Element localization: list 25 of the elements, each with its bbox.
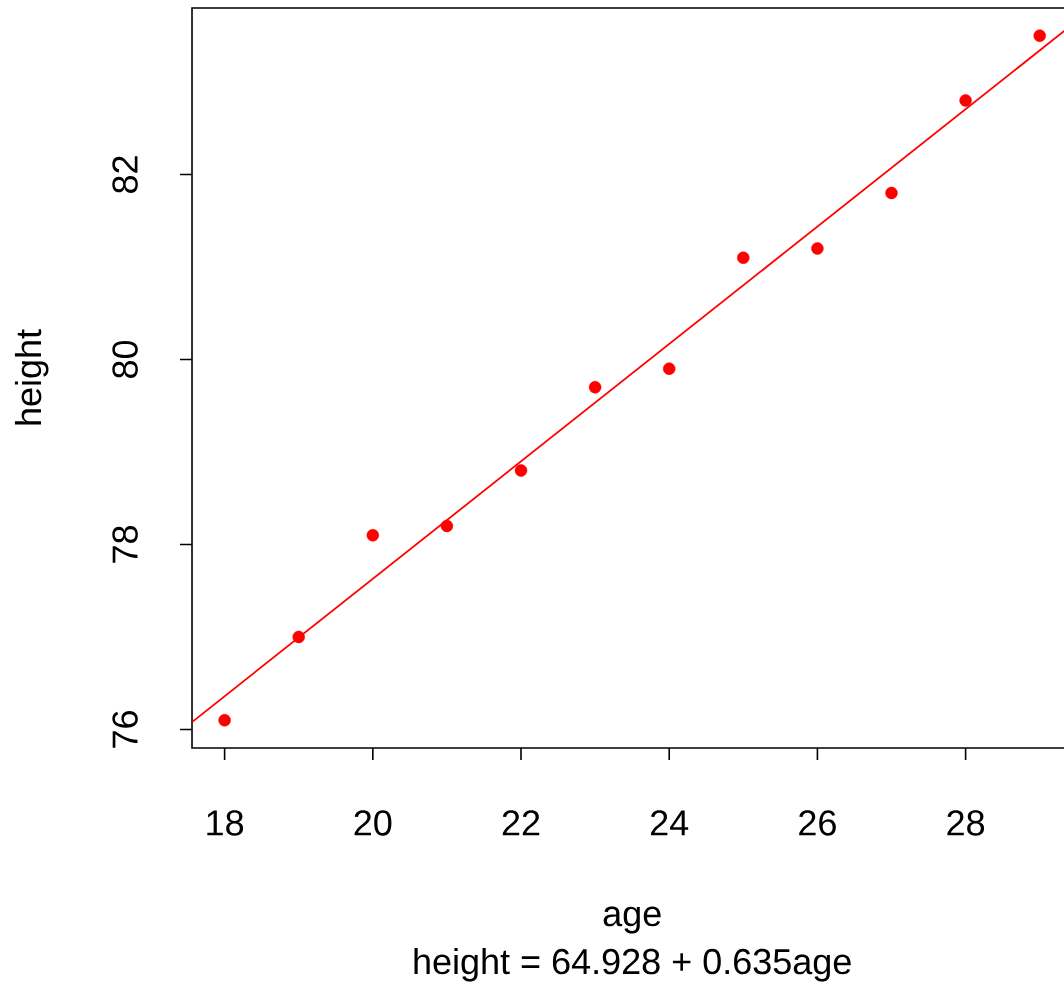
point [811,242,824,255]
point [366,529,380,542]
y-tick-label: 76 [112,711,138,748]
y-tick-label: 78 [112,526,138,563]
x-tick-label: 22 [502,810,540,836]
point [885,186,898,200]
x-tick-label: 20 [354,810,392,836]
point [218,714,231,727]
y-tick-label: 80 [112,340,138,378]
y-axis-title: height [14,329,49,425]
x-tick-label: 18 [207,810,244,836]
x-tick-label: 24 [651,810,689,836]
point [959,94,972,107]
point [440,519,454,533]
point [737,251,750,264]
point [292,630,305,644]
point [1033,29,1046,42]
x-axis-title: age [603,906,661,934]
point [588,381,602,394]
text: height = 64.928 + 0.635age [414,947,851,982]
x-tick-label: 28 [947,810,985,836]
point [514,464,528,477]
y-tick-label: 82 [112,156,138,193]
x-tick-label: 26 [799,810,836,836]
point [663,362,676,375]
